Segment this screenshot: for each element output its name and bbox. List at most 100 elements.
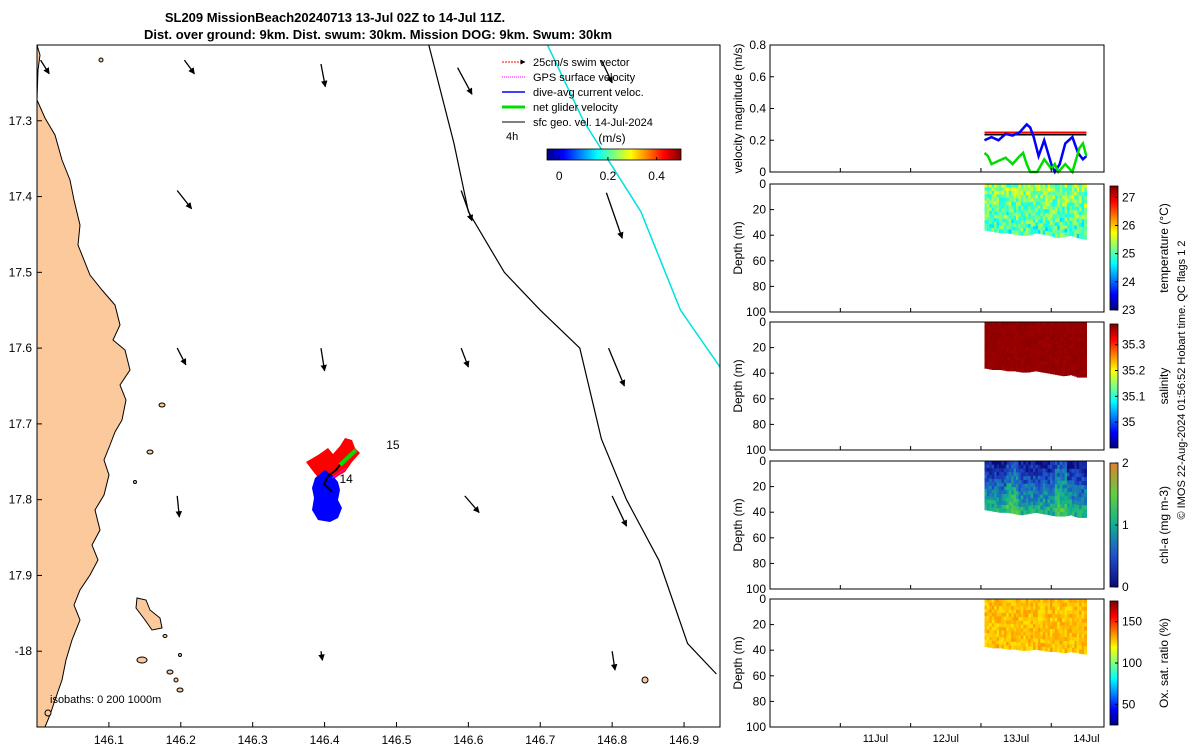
heatmap-cell <box>1013 645 1017 650</box>
heatmap-cell <box>996 637 1000 642</box>
heatmap-cell <box>1020 476 1024 481</box>
heatmap-cell <box>984 200 988 205</box>
heatmap-cell <box>996 630 1000 635</box>
heatmap-cell <box>984 481 988 486</box>
heatmap-cell <box>1057 644 1061 649</box>
heatmap-cell <box>1067 484 1070 489</box>
heatmap-cell <box>1047 322 1051 327</box>
heatmap-cell <box>1052 202 1056 208</box>
heatmap-cell <box>1030 505 1034 510</box>
heatmap-cell <box>1025 209 1029 214</box>
heatmap-cell <box>999 486 1002 491</box>
heatmap-cell <box>1074 345 1078 350</box>
heatmap-cell <box>1059 504 1063 509</box>
heatmap-cell <box>1037 215 1041 220</box>
heatmap-cell <box>1062 488 1066 493</box>
heatmap-cell <box>1057 352 1061 357</box>
heatmap-cell <box>1057 191 1061 196</box>
heatmap-cell <box>1020 332 1024 337</box>
heatmap-cell <box>1018 205 1022 210</box>
heatmap-cell <box>1054 461 1058 466</box>
heatmap-cell <box>994 461 998 466</box>
heatmap-cell <box>994 207 998 212</box>
heatmap-cell <box>1059 225 1063 231</box>
heatmap-cell <box>1052 468 1056 474</box>
heatmap-cell <box>1033 461 1036 466</box>
heatmap-cell <box>999 345 1002 350</box>
heatmap-cell <box>1081 638 1085 643</box>
heatmap-cell <box>1030 631 1034 636</box>
heatmap-cell <box>1050 461 1053 466</box>
heatmap-cell <box>1062 629 1066 635</box>
heatmap-cell <box>1018 353 1022 358</box>
heatmap-cell <box>1054 337 1058 342</box>
heatmap-cell <box>1023 329 1027 334</box>
heatmap-cell <box>1067 224 1070 229</box>
heatmap-cell <box>1018 602 1022 607</box>
heatmap-cell <box>1033 325 1036 330</box>
heatmap-cell <box>1059 199 1063 204</box>
heatmap-cell <box>1001 468 1005 473</box>
heatmap-cell <box>1076 187 1080 193</box>
heatmap-cell <box>1045 205 1049 210</box>
heatmap-cell <box>1064 206 1068 211</box>
heatmap-cell <box>991 630 995 635</box>
heatmap-cell <box>1023 322 1027 327</box>
heatmap-cell <box>1050 511 1053 516</box>
heatmap-cell <box>1054 222 1058 227</box>
heatmap-cell <box>994 475 998 480</box>
heatmap-cell <box>1008 641 1012 646</box>
heatmap-cell <box>1006 342 1010 347</box>
heatmap-cell <box>1057 632 1061 638</box>
heatmap-cell <box>1001 222 1005 227</box>
heatmap-cell <box>1069 472 1073 477</box>
heatmap-cell <box>1028 220 1032 225</box>
heatmap-cell <box>1042 216 1046 221</box>
heatmap-cell <box>1076 222 1080 227</box>
heatmap-cell <box>1042 205 1046 210</box>
heatmap-cell <box>1064 187 1068 192</box>
heatmap-cell <box>1045 191 1049 196</box>
heatmap-cell <box>1003 616 1007 621</box>
heatmap-cell <box>1071 602 1075 608</box>
heatmap-cell <box>1013 205 1017 210</box>
heatmap-cell <box>1018 364 1022 369</box>
heatmap-cell <box>1069 367 1073 372</box>
heatmap-cell <box>1001 609 1005 614</box>
heatmap-cell <box>1013 339 1017 344</box>
heatmap-cell <box>1023 480 1027 485</box>
heatmap-cell <box>996 204 1000 209</box>
day-label-14: 14 <box>339 472 353 486</box>
heatmap-cell <box>984 203 988 208</box>
heatmap-cell <box>1079 637 1083 643</box>
heatmap-cell <box>1052 229 1056 234</box>
heatmap-cell <box>1067 228 1070 233</box>
heatmap-cell <box>1013 509 1017 515</box>
heatmap-cell <box>1059 341 1063 346</box>
eac-line <box>546 45 720 368</box>
heatmap-cell <box>1064 496 1068 501</box>
map-colorbar <box>546 148 682 161</box>
heatmap-cell <box>1030 212 1034 217</box>
heatmap-cell <box>1008 367 1012 372</box>
heatmap-cell <box>1045 194 1049 199</box>
heatmap-cell <box>1047 351 1051 356</box>
heatmap-cell <box>1069 487 1073 493</box>
heatmap-cell <box>986 203 990 208</box>
heatmap-cell <box>1074 465 1078 470</box>
heatmap-cell <box>1028 472 1032 477</box>
heatmap-cell <box>1079 602 1083 608</box>
heatmap-cell <box>1067 220 1070 226</box>
mainland-coast <box>37 45 131 727</box>
heatmap-cell <box>999 626 1002 631</box>
heatmap-cell <box>1020 480 1024 485</box>
heatmap-cell <box>1054 348 1058 353</box>
heatmap-cell <box>1071 187 1075 192</box>
heatmap-cell <box>1084 357 1087 362</box>
heatmap-cell <box>1067 495 1070 501</box>
heatmap-cell <box>999 366 1002 370</box>
heatmap-cell <box>1016 325 1019 330</box>
heatmap-cell <box>1050 499 1053 505</box>
geo-vector-11 <box>607 347 626 387</box>
heatmap-cell <box>1006 325 1010 330</box>
